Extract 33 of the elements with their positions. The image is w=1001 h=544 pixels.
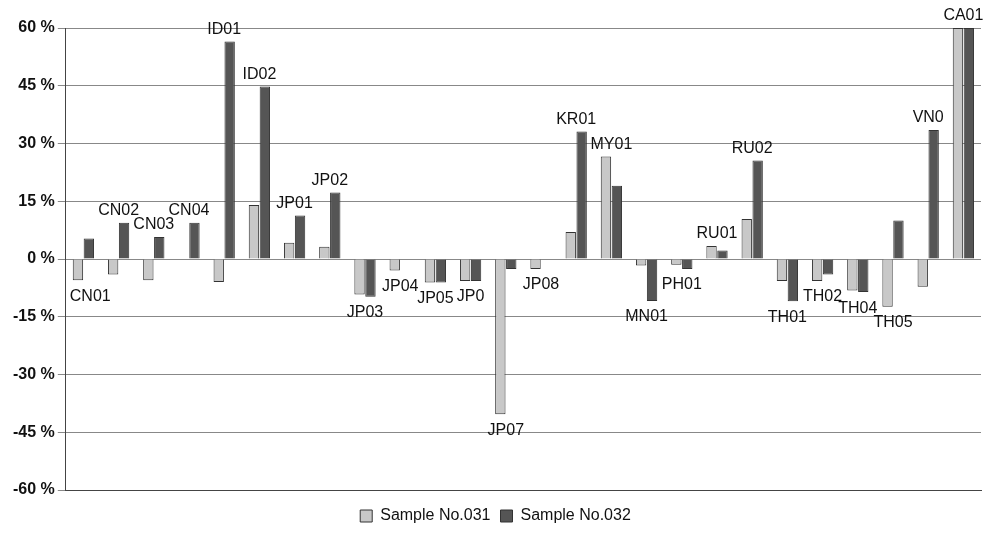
y-tick-label: -15 % <box>13 307 55 325</box>
x-tick-label: JP04 <box>381 276 419 294</box>
legend-label: Sample No.031 <box>380 506 491 524</box>
x-tick-label: ID01 <box>207 19 242 37</box>
x-tick-label: RU01 <box>696 224 738 242</box>
x-tick-label: MY01 <box>590 135 633 152</box>
x-tick-label: JP07 <box>487 420 525 438</box>
y-tick-label: 30 % <box>18 133 55 151</box>
y-tick-label: -60 % <box>13 480 55 498</box>
x-tick-label: CN03 <box>133 215 175 233</box>
x-tick-label: RU02 <box>731 138 773 156</box>
x-tick-label: CN01 <box>69 286 111 304</box>
x-tick-label: JP05 <box>417 288 454 306</box>
x-tick-label: TH01 <box>767 307 808 325</box>
x-tick-label: JP08 <box>522 275 560 293</box>
y-tick-label: 15 % <box>18 191 55 209</box>
x-tick-label: TH05 <box>873 313 913 331</box>
x-tick-label: KR01 <box>556 109 597 127</box>
x-tick-label: JP01 <box>276 193 313 211</box>
x-tick-label: ID02 <box>242 64 277 82</box>
x-tick-label: VN0 <box>912 108 944 126</box>
y-tick-label: -30 % <box>13 364 55 382</box>
x-tick-label: JP0 <box>456 287 485 305</box>
y-tick-label: 45 % <box>18 76 55 94</box>
x-tick-label: MN01 <box>625 307 669 325</box>
x-tick-label: PH01 <box>661 275 702 293</box>
y-tick-label: 60 % <box>18 18 55 36</box>
x-tick-label: CA01 <box>943 6 984 24</box>
y-tick-label: -45 % <box>13 422 55 440</box>
x-tick-label: JP03 <box>346 303 384 321</box>
legend-label: Sample No.032 <box>520 506 631 524</box>
y-tick-label: 0 % <box>27 249 55 267</box>
x-tick-label: JP02 <box>311 170 349 188</box>
